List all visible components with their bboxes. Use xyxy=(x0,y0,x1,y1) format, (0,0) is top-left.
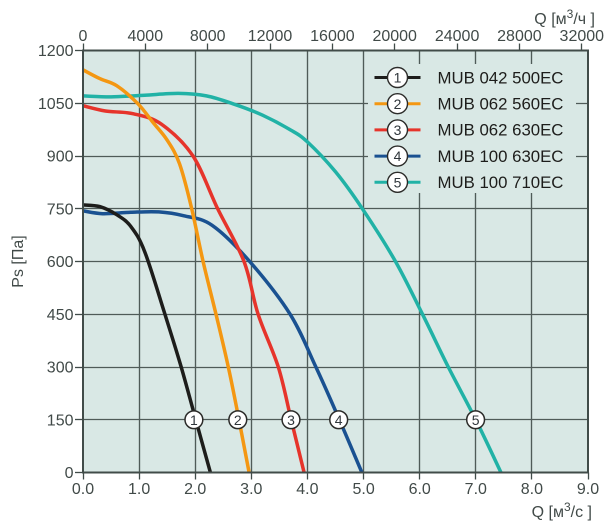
svg-text:0: 0 xyxy=(79,28,88,45)
svg-text:2.0: 2.0 xyxy=(184,481,206,498)
svg-text:MUB 062 630EC: MUB 062 630EC xyxy=(438,121,564,140)
svg-text:MUB 042 500EC: MUB 042 500EC xyxy=(438,68,564,87)
svg-text:MUB 100 710EC: MUB 100 710EC xyxy=(438,173,564,192)
svg-text:4: 4 xyxy=(394,148,402,164)
svg-text:MUB 100 630EC: MUB 100 630EC xyxy=(438,147,564,166)
svg-text:1: 1 xyxy=(190,412,198,428)
svg-text:8.0: 8.0 xyxy=(521,481,543,498)
svg-text:Ps [Па]: Ps [Па] xyxy=(10,235,27,287)
svg-text:5.0: 5.0 xyxy=(352,481,374,498)
svg-text:1050: 1050 xyxy=(38,96,74,113)
svg-text:16000: 16000 xyxy=(310,28,355,45)
svg-text:3: 3 xyxy=(394,122,402,138)
svg-text:2: 2 xyxy=(394,96,402,112)
svg-text:5: 5 xyxy=(394,174,402,190)
svg-text:12000: 12000 xyxy=(248,28,293,45)
svg-text:28000: 28000 xyxy=(497,28,542,45)
svg-text:1: 1 xyxy=(394,70,402,86)
svg-text:7.0: 7.0 xyxy=(465,481,487,498)
svg-text:450: 450 xyxy=(47,307,74,324)
svg-text:5: 5 xyxy=(472,412,480,428)
svg-text:300: 300 xyxy=(47,360,74,377)
svg-text:6.0: 6.0 xyxy=(409,481,431,498)
svg-text:4.0: 4.0 xyxy=(296,481,318,498)
svg-text:Q [м3/с ]: Q [м3/с ] xyxy=(532,500,592,521)
svg-text:20000: 20000 xyxy=(372,28,417,45)
svg-text:900: 900 xyxy=(47,149,74,166)
svg-text:32000: 32000 xyxy=(560,28,605,45)
svg-text:1200: 1200 xyxy=(38,43,74,60)
svg-text:9.0: 9.0 xyxy=(577,481,599,498)
svg-text:4000: 4000 xyxy=(128,28,164,45)
svg-text:2: 2 xyxy=(234,412,242,428)
svg-text:Q [м3/ч ]: Q [м3/ч ] xyxy=(534,7,595,28)
svg-text:MUB 062 560EC: MUB 062 560EC xyxy=(438,95,564,114)
svg-text:0.0: 0.0 xyxy=(72,481,94,498)
svg-text:1.0: 1.0 xyxy=(128,481,150,498)
svg-text:750: 750 xyxy=(47,201,74,218)
svg-text:150: 150 xyxy=(47,412,74,429)
svg-text:3: 3 xyxy=(287,412,295,428)
svg-text:24000: 24000 xyxy=(435,28,480,45)
svg-text:4: 4 xyxy=(335,412,343,428)
svg-text:8000: 8000 xyxy=(190,28,226,45)
svg-text:0: 0 xyxy=(65,465,74,482)
svg-text:3.0: 3.0 xyxy=(240,481,262,498)
svg-text:600: 600 xyxy=(47,254,74,271)
